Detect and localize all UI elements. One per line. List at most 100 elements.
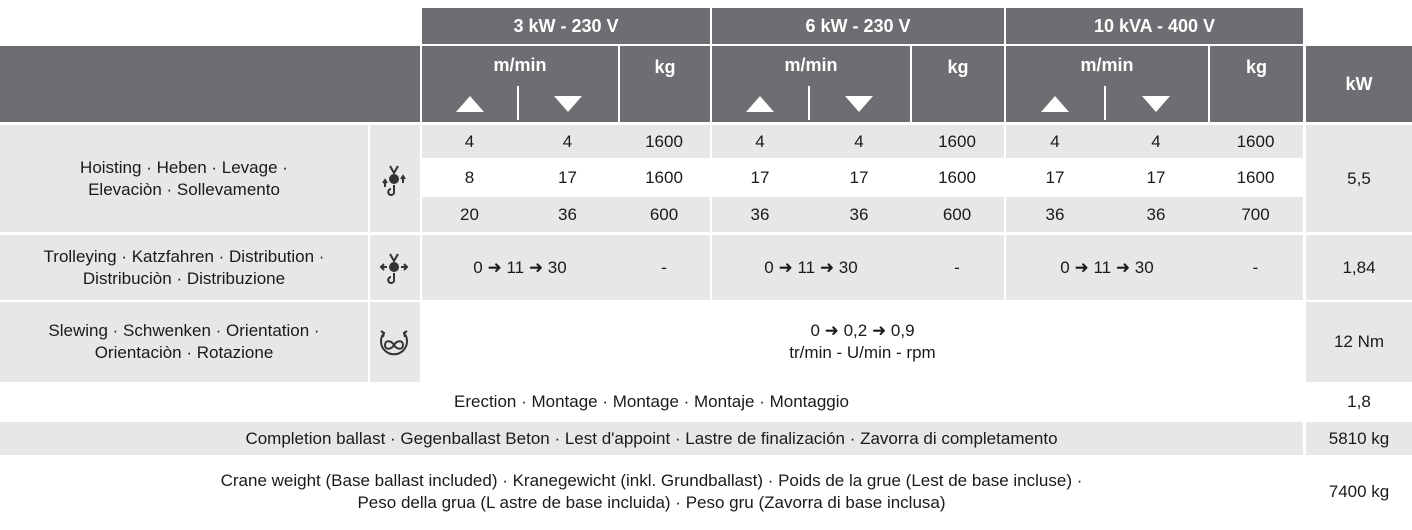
- hoisting-value-text: 36: [1146, 204, 1166, 224]
- arrow: [1041, 96, 1069, 112]
- hoisting-label-text: Elevaciòn · Sollevamento: [88, 179, 280, 199]
- group-title: 10 kVA - 400 V: [1006, 8, 1303, 44]
- crane-weight-value-text: 7400 kg: [1328, 481, 1390, 501]
- trolleying-label: Trolleying · Katzfahren · Distribution ·…: [0, 235, 368, 300]
- header-sub: [1006, 46, 1208, 122]
- hoisting-value-text: 17: [750, 167, 770, 187]
- slewing-label-text: Slewing · Schwenken · Orientation ·: [48, 321, 320, 340]
- speed-unit: m/min: [1006, 48, 1208, 82]
- hoisting-value-text: 4: [464, 131, 475, 151]
- hoisting-value: 4: [808, 125, 910, 158]
- weight-unit-text: kg: [947, 57, 969, 77]
- hoisting-value-text: 700: [1241, 204, 1270, 224]
- separator: [1104, 86, 1106, 120]
- hoisting-value-text: 17: [849, 167, 869, 187]
- trolleying-label-text: Distribuciòn · Distribuzione: [82, 268, 286, 288]
- hoisting-value-text: 4: [1151, 131, 1161, 151]
- hoisting-value: 20: [422, 197, 517, 232]
- slewing-value: 0 ➜ 0,2 ➜ 0,9 tr/min - U/min - rpm: [422, 302, 1303, 382]
- trolleying-label-text: Trolleying · Katzfahren · Distribution ·: [43, 246, 325, 266]
- power-unit-text: kW: [1345, 74, 1373, 94]
- hoisting-value: 1600: [1208, 160, 1303, 195]
- hoisting-value: 1600: [618, 125, 710, 158]
- hoist-icon: [382, 165, 406, 196]
- speed-unit-text: m/min: [784, 55, 838, 75]
- weight-unit-text: kg: [1245, 57, 1267, 77]
- hoisting-value-text: 17: [1045, 167, 1065, 187]
- weight-unit: kg: [1210, 46, 1303, 122]
- header-left: [0, 46, 420, 122]
- hoisting-value-text: 4: [562, 131, 573, 151]
- hoisting-value-text: 8: [464, 167, 475, 187]
- hoisting-value: 36: [1104, 197, 1208, 232]
- group-title-text: 3 kW - 230 V: [513, 16, 619, 36]
- hoisting-value-text: 36: [1045, 204, 1065, 224]
- erection-label: Erection · Montage · Montage · Montaje ·…: [0, 385, 1303, 419]
- hoisting-value-text: 1600: [1236, 131, 1275, 151]
- hoisting-value-text: 4: [854, 131, 864, 151]
- hoisting-value-text: 36: [849, 204, 869, 224]
- trolleying-power: 1,84: [1306, 235, 1412, 300]
- completion-label-text: Completion ballast · Gegenballast Beton …: [245, 428, 1058, 448]
- trolleying-weight: -: [910, 235, 1004, 300]
- hoisting-value-text: 1600: [938, 167, 976, 187]
- group-title: 3 kW - 230 V: [422, 8, 710, 44]
- arrow: [553, 96, 582, 112]
- trolleying-speed-text: 0 ➜ 11 ➜ 30: [1060, 257, 1154, 277]
- erection-power: 1,8: [1306, 385, 1412, 419]
- trolleying-speed: 0 ➜ 11 ➜ 30: [712, 235, 910, 300]
- hoisting-value-text: 600: [649, 204, 679, 224]
- speed-unit: m/min: [422, 48, 618, 82]
- arrow: [845, 96, 873, 112]
- crane-weight-label-text: Peso della grua (L astre de base incluid…: [357, 492, 946, 512]
- hoisting-value-text: 1600: [938, 131, 976, 151]
- hoisting-value: 36: [1006, 197, 1104, 232]
- erection-power-text: 1,8: [1347, 392, 1371, 411]
- hoisting-value-text: 600: [942, 204, 972, 224]
- hoisting-value-text: 1600: [1236, 167, 1275, 187]
- hoisting-power-text: 5,5: [1347, 168, 1371, 188]
- trolleying-speed: 0 ➜ 11 ➜ 30: [422, 235, 618, 300]
- erection-label-text: Erection · Montage · Montage · Montaje ·…: [454, 392, 849, 411]
- hoisting-value: 4: [517, 125, 618, 158]
- hoisting-value: 1600: [1208, 125, 1303, 158]
- weight-unit: kg: [912, 46, 1004, 122]
- hoisting-value: 4: [1104, 125, 1208, 158]
- slewing-label-text: Orientaciòn · Rotazione: [94, 343, 274, 362]
- hoisting-value: 36: [808, 197, 910, 232]
- slewing-value-text: 0 ➜ 0,2 ➜ 0,9: [810, 321, 915, 340]
- completion-label: Completion ballast · Gegenballast Beton …: [0, 422, 1303, 455]
- hoisting-power: 5,5: [1306, 125, 1412, 232]
- hoisting-value: 1600: [910, 160, 1004, 195]
- trolleying-speed: 0 ➜ 11 ➜ 30: [1006, 235, 1208, 300]
- trolley-icon: [379, 253, 409, 284]
- hoisting-value-text: 36: [750, 204, 770, 224]
- trolleying-speed-text: 0 ➜ 11 ➜ 30: [764, 257, 858, 277]
- group-title-text: 10 kVA - 400 V: [1093, 16, 1216, 36]
- weight-unit-text: kg: [654, 57, 676, 77]
- hoisting-value: 17: [712, 160, 808, 195]
- separator: [517, 86, 519, 120]
- hoisting-value: 17: [1104, 160, 1208, 195]
- weight-unit: kg: [620, 46, 710, 122]
- slewing-power: 12 Nm: [1306, 302, 1412, 382]
- hoisting-label: Hoisting · Heben · Levage · Elevaciòn · S…: [0, 125, 368, 232]
- crane-weight-label-text: Crane weight (Base ballast included) · K…: [220, 470, 1083, 490]
- trolleying-speed-text: 0 ➜ 11 ➜ 30: [473, 257, 567, 277]
- slewing-value-text: tr/min - U/min - rpm: [789, 343, 936, 362]
- trolleying-weight-text: -: [1252, 257, 1259, 277]
- completion-weight: 5810 kg: [1306, 422, 1412, 455]
- power-unit: kW: [1306, 46, 1412, 122]
- hoisting-value: 17: [1006, 160, 1104, 195]
- separator: [808, 86, 810, 120]
- header-sub: [422, 46, 618, 122]
- trolleying-weight: -: [618, 235, 710, 300]
- hoisting-value: 700: [1208, 197, 1303, 232]
- header-sub: [712, 46, 910, 122]
- hoisting-value: 600: [618, 197, 710, 232]
- hoisting-value-text: 36: [558, 204, 577, 224]
- hoisting-value: 600: [910, 197, 1004, 232]
- speed-unit-text: m/min: [493, 55, 547, 75]
- crane-weight-value: 7400 kg: [1306, 458, 1412, 525]
- trolleying-weight: -: [1208, 235, 1303, 300]
